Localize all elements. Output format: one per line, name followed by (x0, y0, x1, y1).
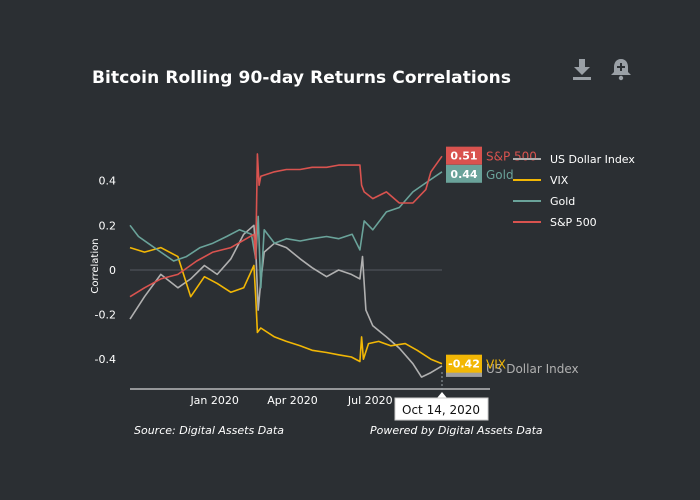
source-note: Source: Digital Assets Data (134, 424, 284, 437)
x-tick-label: Jul 2020 (347, 394, 393, 407)
end-value-label: 0.51 (450, 150, 477, 163)
y-tick-label: 0.2 (99, 219, 117, 232)
y-axis-label: Correlation (90, 238, 101, 293)
y-tick-label: 0.4 (99, 175, 117, 188)
end-value-label: -0.42 (448, 358, 480, 371)
legend-label: S&P 500 (550, 216, 597, 229)
legend-label: US Dollar Index (550, 153, 635, 166)
tooltip-pointer (437, 392, 447, 398)
end-series-label: US Dollar Index (486, 362, 579, 376)
end-series-label: VIX (486, 358, 506, 372)
end-series-label: Gold (486, 168, 514, 182)
x-tick-label: Apr 2020 (267, 394, 318, 407)
series-line-gold (129, 171, 443, 289)
legend-label: VIX (550, 174, 569, 187)
y-tick-label: -0.4 (95, 353, 116, 366)
y-tick-label: -0.2 (95, 309, 116, 322)
end-value-box (446, 146, 482, 165)
chart-title: Bitcoin Rolling 90-day Returns Correlati… (92, 68, 512, 88)
legend-label: Gold (550, 195, 575, 208)
y-tick-label: 0 (109, 264, 116, 277)
end-value-box (446, 164, 482, 183)
bell-plus-icon (611, 59, 631, 81)
x-tick-label: Jan 2020 (189, 394, 238, 407)
tooltip-box (394, 397, 489, 421)
download-button[interactable] (569, 56, 595, 82)
tooltip-date: Oct 14, 2020 (402, 403, 480, 417)
series-line-vix (129, 246, 443, 365)
series-line-s-p-500 (129, 153, 443, 298)
series-line-us-dollar-index (129, 224, 443, 378)
end-value-box (446, 354, 482, 373)
powered-note: Powered by Digital Assets Data (370, 424, 543, 437)
end-series-label: S&P 500 (486, 150, 537, 164)
alert-button[interactable] (608, 56, 634, 82)
end-value-label: 0.44 (450, 168, 477, 181)
download-icon (573, 59, 591, 80)
